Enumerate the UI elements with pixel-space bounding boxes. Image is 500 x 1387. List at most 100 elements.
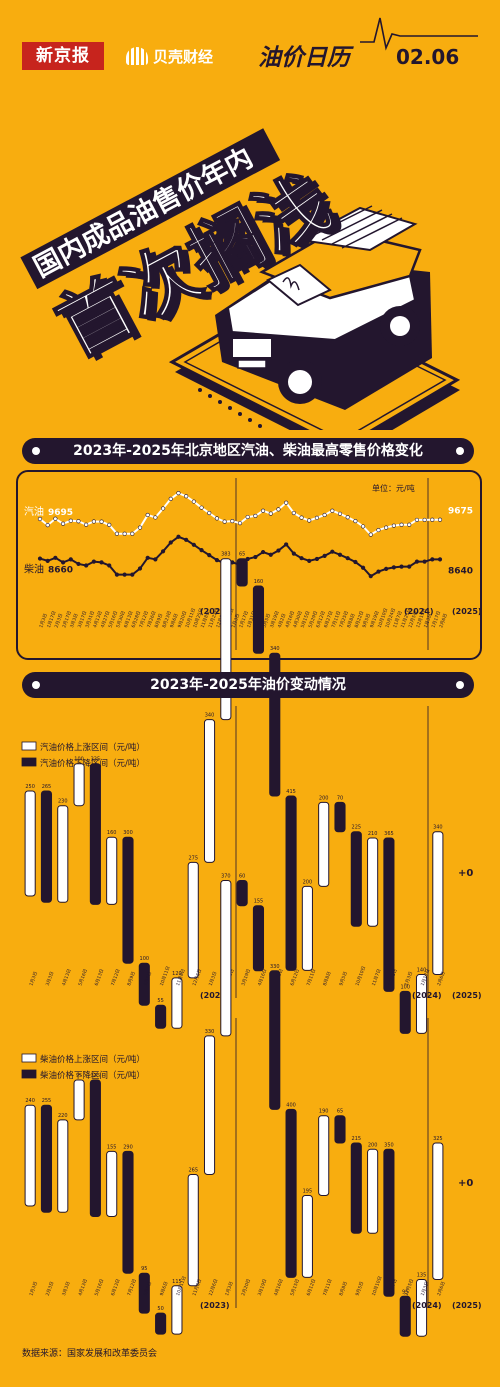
section1-title: 2023年-2025年北京地区汽油、柴油最高零售价格变化 — [73, 443, 423, 459]
gasoline-change-bar-value-label: 65 — [239, 552, 245, 558]
start-value-gasoline: 9695 — [48, 508, 73, 518]
gasoline-change-bar-value-label: 100 — [400, 984, 410, 990]
banner-dot-left — [32, 447, 40, 455]
diesel-change-bar-down — [40, 1104, 53, 1213]
x-tick-label: 9月19日 — [369, 610, 381, 629]
x-tick-label: 7月26日 — [146, 610, 158, 629]
gasoline-change-bar-value-label: 415 — [286, 789, 296, 795]
gasoline-change-bar-up — [367, 837, 379, 927]
diesel-change-bar-value-label: 195 — [303, 1189, 313, 1195]
line-point-gasoline — [245, 514, 250, 520]
gasoline-change-bar-value-label: 340 — [205, 713, 215, 719]
x-tick-label: 3月17日 — [77, 610, 89, 629]
line-point-diesel — [391, 565, 396, 570]
line-point-diesel — [330, 549, 335, 554]
diesel-change-x-tick-label: 8月8日 — [338, 1281, 349, 1297]
diesel-change-x-tick-label: 6月13日 — [110, 1278, 122, 1297]
diesel-change-bar-value-label: 240 — [25, 1098, 35, 1104]
line-point-diesel — [337, 552, 343, 557]
diesel-change-bar-value-label: 220 — [58, 1113, 68, 1119]
line-point-diesel — [145, 555, 150, 560]
x-tick-label: 8月8日 — [346, 613, 357, 629]
line-point-gasoline — [153, 515, 158, 520]
gasoline-change-bar-up — [73, 763, 85, 807]
diesel-change-bar-down — [399, 1295, 411, 1337]
diesel-change-x-tick-label: 1月3日 — [28, 1281, 39, 1297]
line-point-diesel — [184, 537, 189, 542]
line-point-diesel — [437, 557, 443, 562]
diesel-change-legend-label-down: 柴油价格下降区间（元/吨） — [40, 1070, 145, 1081]
x-tick-label: 11月8日 — [200, 610, 212, 629]
diesel-change-bar-down — [383, 1148, 395, 1297]
gasoline-change-x-tick-label: 5月16日 — [77, 968, 89, 987]
line-point-diesel — [99, 560, 104, 565]
diesel-change-year-label-2025: (2025) — [452, 1301, 482, 1310]
gasoline-change-bar-value-label: 200 — [319, 795, 329, 801]
diesel-change-bar-value-label: 265 — [188, 1168, 198, 1174]
line-point-gasoline — [37, 516, 43, 522]
diesel-change-bar-value-label: 115 — [172, 1279, 182, 1285]
line-point-diesel — [253, 554, 258, 560]
diesel-change-x-tick-label: 4月13日 — [77, 1278, 89, 1297]
line-point-gasoline — [230, 518, 235, 524]
line-point-diesel — [307, 558, 312, 563]
year-label-2024: (2024) — [404, 607, 434, 616]
line-point-gasoline — [53, 516, 58, 521]
gasoline-change-x-tick-label: 1月3日 — [403, 971, 414, 987]
diesel-change-bar-up — [187, 1174, 199, 1287]
suv-illustration — [215, 205, 432, 410]
diesel-change-bar-value-label: 95 — [76, 1073, 82, 1079]
line-point-diesel — [260, 549, 266, 555]
x-tick-label: 4月30日 — [292, 610, 304, 629]
line-point-diesel — [407, 564, 412, 569]
section2-title: 2023年-2025年油价变动情况 — [150, 677, 346, 693]
x-tick-label: 3月19日 — [269, 610, 281, 629]
line-point-gasoline — [407, 522, 412, 527]
gasoline-change-legend-label-up: 汽油价格上涨区间（元/吨） — [40, 742, 145, 753]
line-point-diesel — [368, 574, 373, 579]
gasoline-change-bar-value-label: 70 — [337, 795, 343, 801]
gasoline-change-bar-value-label: 55 — [157, 998, 163, 1004]
x-tick-label: 8月22日 — [354, 610, 366, 629]
line-series-gasoline — [39, 492, 440, 536]
line-point-gasoline — [291, 510, 296, 516]
diesel-change-bar-up — [301, 1195, 313, 1278]
x-tick-label: 9月6日 — [169, 613, 180, 629]
gasoline-change-x-tick-label: 9月6日 — [143, 971, 154, 987]
diesel-change-bar-up — [318, 1115, 330, 1196]
line-point-gasoline — [368, 532, 373, 537]
gasoline-change-bar-value-label: 300 — [123, 830, 133, 836]
gasoline-change-bar-down — [236, 558, 248, 587]
line-point-gasoline — [268, 511, 273, 516]
gasoline-change-bar-down — [383, 837, 395, 992]
diesel-change-bar-value-label: 190 — [319, 1109, 329, 1115]
gasoline-change-x-tick-label: 1月3日 — [208, 971, 219, 987]
x-tick-label: 6月28日 — [131, 610, 143, 629]
data-source: 数据来源：国家发展和改革委员会 — [22, 1349, 158, 1359]
diesel-change-x-tick-label: 1月3日 — [224, 1281, 235, 1297]
line-point-gasoline — [360, 524, 366, 529]
line-point-gasoline — [299, 515, 304, 520]
gasoline-change-x-tick-label: 12月5日 — [387, 968, 399, 987]
gasoline-change-bar-up — [187, 861, 199, 979]
line-point-gasoline — [168, 496, 173, 501]
x-tick-label: 9月5日 — [361, 613, 372, 629]
gasoline-change-bar-down — [252, 585, 265, 654]
x-tick-label: 9月20日 — [177, 610, 189, 629]
diesel-change-bar-down — [155, 1312, 167, 1335]
diesel-change-bar-value-label: 95 — [141, 1266, 147, 1272]
line-point-gasoline — [322, 512, 327, 518]
x-tick-label: 1月3日 — [38, 613, 49, 629]
gasoline-change-bar-down — [285, 795, 297, 971]
gasoline-change-year-label-2024: (2024) — [412, 991, 442, 1000]
diesel-change-bar-up — [415, 1279, 428, 1337]
x-tick-label: 6月27日 — [323, 610, 335, 629]
line-point-diesel — [276, 548, 281, 553]
diesel-change-x-tick-label: 7月12日 — [126, 1278, 138, 1297]
line-point-gasoline — [276, 507, 281, 512]
gasoline-change-bar-up — [171, 977, 183, 1029]
diesel-change-bar-value-label: 50 — [157, 1306, 163, 1312]
line-point-gasoline — [222, 519, 227, 524]
line-point-gasoline — [430, 517, 435, 522]
line-point-diesel — [68, 557, 73, 562]
